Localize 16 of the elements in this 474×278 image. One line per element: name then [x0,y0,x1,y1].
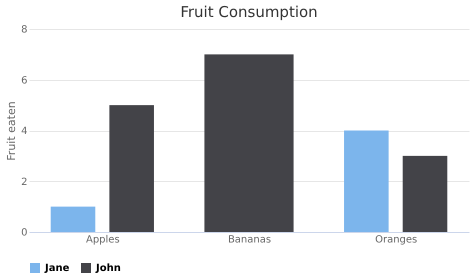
x-tick-label: Bananas [228,234,272,246]
x-tick-label: Apples [86,234,120,246]
bar [344,130,389,232]
y-tick-label: 2 [21,176,28,188]
y-tick-label: 4 [21,126,28,137]
bar [50,206,96,232]
y-tick-label: 0 [21,228,28,238]
y-axis-title: Fruit eaten [5,101,18,161]
y-tick-label: 6 [21,75,28,86]
bar [402,156,448,232]
legend-label: Jane [44,263,70,274]
chart-title: Fruit Consumption [180,3,318,21]
legend-label: John [95,263,121,274]
x-tick-label: Oranges [375,234,418,246]
y-tick-label: 8 [21,24,28,36]
bar [109,105,154,232]
